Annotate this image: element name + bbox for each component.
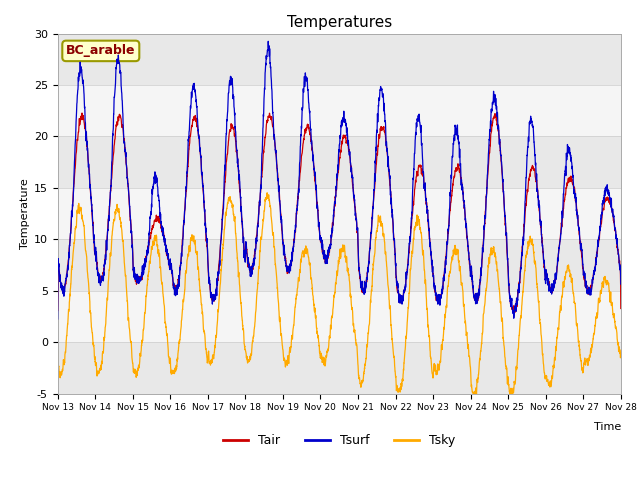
Bar <box>58 188 621 240</box>
Text: Time: Time <box>593 422 621 432</box>
Legend: Tair, Tsurf, Tsky: Tair, Tsurf, Tsky <box>218 429 461 452</box>
Title: Temperatures: Temperatures <box>287 15 392 30</box>
Bar <box>58 342 621 394</box>
Text: BC_arable: BC_arable <box>66 44 136 58</box>
Bar <box>58 136 621 188</box>
Bar <box>58 291 621 342</box>
Y-axis label: Temperature: Temperature <box>20 178 29 249</box>
Bar <box>58 240 621 291</box>
Bar <box>58 34 621 85</box>
Bar <box>58 85 621 136</box>
